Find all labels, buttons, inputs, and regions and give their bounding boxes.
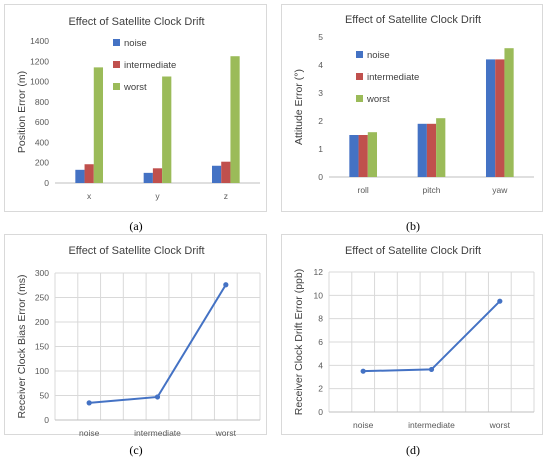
y-axis-label: Position Error (m) [16, 71, 28, 153]
bar-noise [211, 165, 222, 183]
y-axis-label: Receiver Clock Drift Error (ppb) [293, 269, 305, 415]
x-tick-label: roll [357, 185, 368, 195]
caption-c: (c) [129, 443, 143, 457]
bar-worst [504, 48, 514, 178]
y-tick-label: 250 [35, 293, 49, 303]
legend-label: noise [367, 50, 390, 61]
x-tick-label: x [87, 191, 92, 201]
bar-noise [349, 135, 359, 177]
legend-label: intermediate [124, 60, 176, 71]
data-point [497, 298, 503, 304]
y-tick-label: 0 [44, 178, 49, 188]
chart-panel-b: Effect of Satellite Clock Drift Attitude … [281, 4, 543, 212]
bar-noise [143, 172, 153, 183]
x-tick-label: intermediate [408, 420, 455, 430]
legend-swatch-intermediate [356, 73, 363, 80]
x-tick-label: noise [353, 420, 374, 430]
y-tick-label: 10 [314, 290, 324, 300]
bar-intermediate [152, 168, 163, 183]
y-tick-label: 6 [318, 337, 323, 347]
caption-a: (a) [129, 219, 143, 233]
y-axis-label: Attitude Error (°) [293, 69, 305, 145]
bar-worst [162, 76, 172, 183]
y-tick-label: 100 [35, 366, 49, 376]
data-point [360, 368, 366, 374]
chart-panel-c: Effect of Satellite Clock Drift Receiver … [4, 234, 267, 436]
y-tick-label: 1200 [30, 56, 49, 66]
x-tick-label: yaw [492, 185, 508, 195]
y-tick-label: 0 [318, 172, 323, 182]
y-tick-label: 4 [318, 360, 323, 370]
legend-label: worst [123, 82, 147, 93]
caption-b: (b) [406, 219, 420, 233]
legend-swatch-intermediate [113, 61, 120, 68]
y-tick-label: 1 [318, 144, 323, 154]
y-tick-label: 3 [318, 88, 323, 98]
y-tick-label: 2 [318, 116, 323, 126]
y-axis-label: Receiver Clock Bias Error (ms) [16, 274, 28, 418]
position-error-chart: Effect of Satellite Clock Drift Position … [16, 16, 260, 201]
y-tick-label: 1000 [30, 77, 49, 87]
y-tick-label: 400 [35, 137, 49, 147]
bar-intermediate [221, 161, 231, 183]
x-tick-label: noise [79, 428, 100, 436]
data-line [363, 300, 501, 373]
x-tick-label: worst [215, 428, 237, 436]
bar-noise [417, 123, 427, 177]
x-tick-label: y [155, 191, 160, 201]
y-tick-label: 50 [40, 391, 50, 401]
bar-intermediate [358, 135, 368, 177]
bar-worst [367, 132, 378, 177]
chart-title: Effect of Satellite Clock Drift [68, 16, 204, 28]
x-tick-label: intermediate [134, 428, 181, 436]
y-tick-label: 8 [318, 314, 323, 324]
legend-swatch-noise [113, 39, 120, 46]
data-point [428, 366, 435, 373]
y-tick-label: 300 [35, 268, 49, 278]
data-point [154, 394, 161, 400]
bar-worst [93, 67, 104, 183]
legend-swatch-worst [356, 95, 363, 102]
legend-label: noise [124, 38, 147, 49]
bar-intermediate [495, 59, 505, 177]
y-tick-label: 0 [44, 415, 49, 425]
y-tick-label: 200 [35, 158, 49, 168]
chart-panel-a: Effect of Satellite Clock Drift Position … [4, 4, 267, 212]
chart-title: Effect of Satellite Clock Drift [345, 245, 481, 257]
chart-title: Effect of Satellite Clock Drift [345, 14, 481, 26]
clock-drift-error-chart: Effect of Satellite Clock Drift Receiver … [293, 245, 535, 430]
chart-title: Effect of Satellite Clock Drift [68, 245, 204, 257]
bar-intermediate [84, 164, 94, 183]
y-tick-label: 200 [35, 317, 49, 327]
y-tick-label: 2 [318, 384, 323, 394]
y-tick-label: 5 [318, 32, 323, 42]
legend-swatch-noise [356, 51, 363, 58]
data-point [223, 282, 229, 288]
bar-worst [230, 56, 240, 183]
data-line [89, 284, 227, 404]
x-tick-label: pitch [423, 185, 441, 195]
data-point [86, 400, 92, 406]
caption-d: (d) [406, 443, 420, 457]
legend-label: worst [366, 94, 390, 105]
y-tick-label: 1400 [30, 36, 49, 46]
y-tick-label: 800 [35, 97, 49, 107]
y-tick-label: 4 [318, 60, 323, 70]
chart-panel-d: Effect of Satellite Clock Drift Receiver … [281, 234, 543, 435]
bar-noise [485, 59, 496, 177]
x-tick-label: worst [489, 420, 511, 430]
legend-label: intermediate [367, 72, 419, 83]
x-tick-label: z [224, 191, 228, 201]
y-tick-label: 600 [35, 117, 49, 127]
bar-worst [436, 118, 446, 177]
y-tick-label: 0 [318, 407, 323, 417]
bar-intermediate [426, 123, 437, 177]
legend-swatch-worst [113, 83, 120, 90]
bar-noise [75, 169, 85, 183]
y-tick-label: 12 [314, 267, 324, 277]
y-tick-label: 150 [35, 342, 49, 352]
clock-bias-error-chart: Effect of Satellite Clock Drift Receiver … [16, 245, 261, 436]
attitude-error-chart: Effect of Satellite Clock Drift Attitude … [293, 14, 534, 195]
